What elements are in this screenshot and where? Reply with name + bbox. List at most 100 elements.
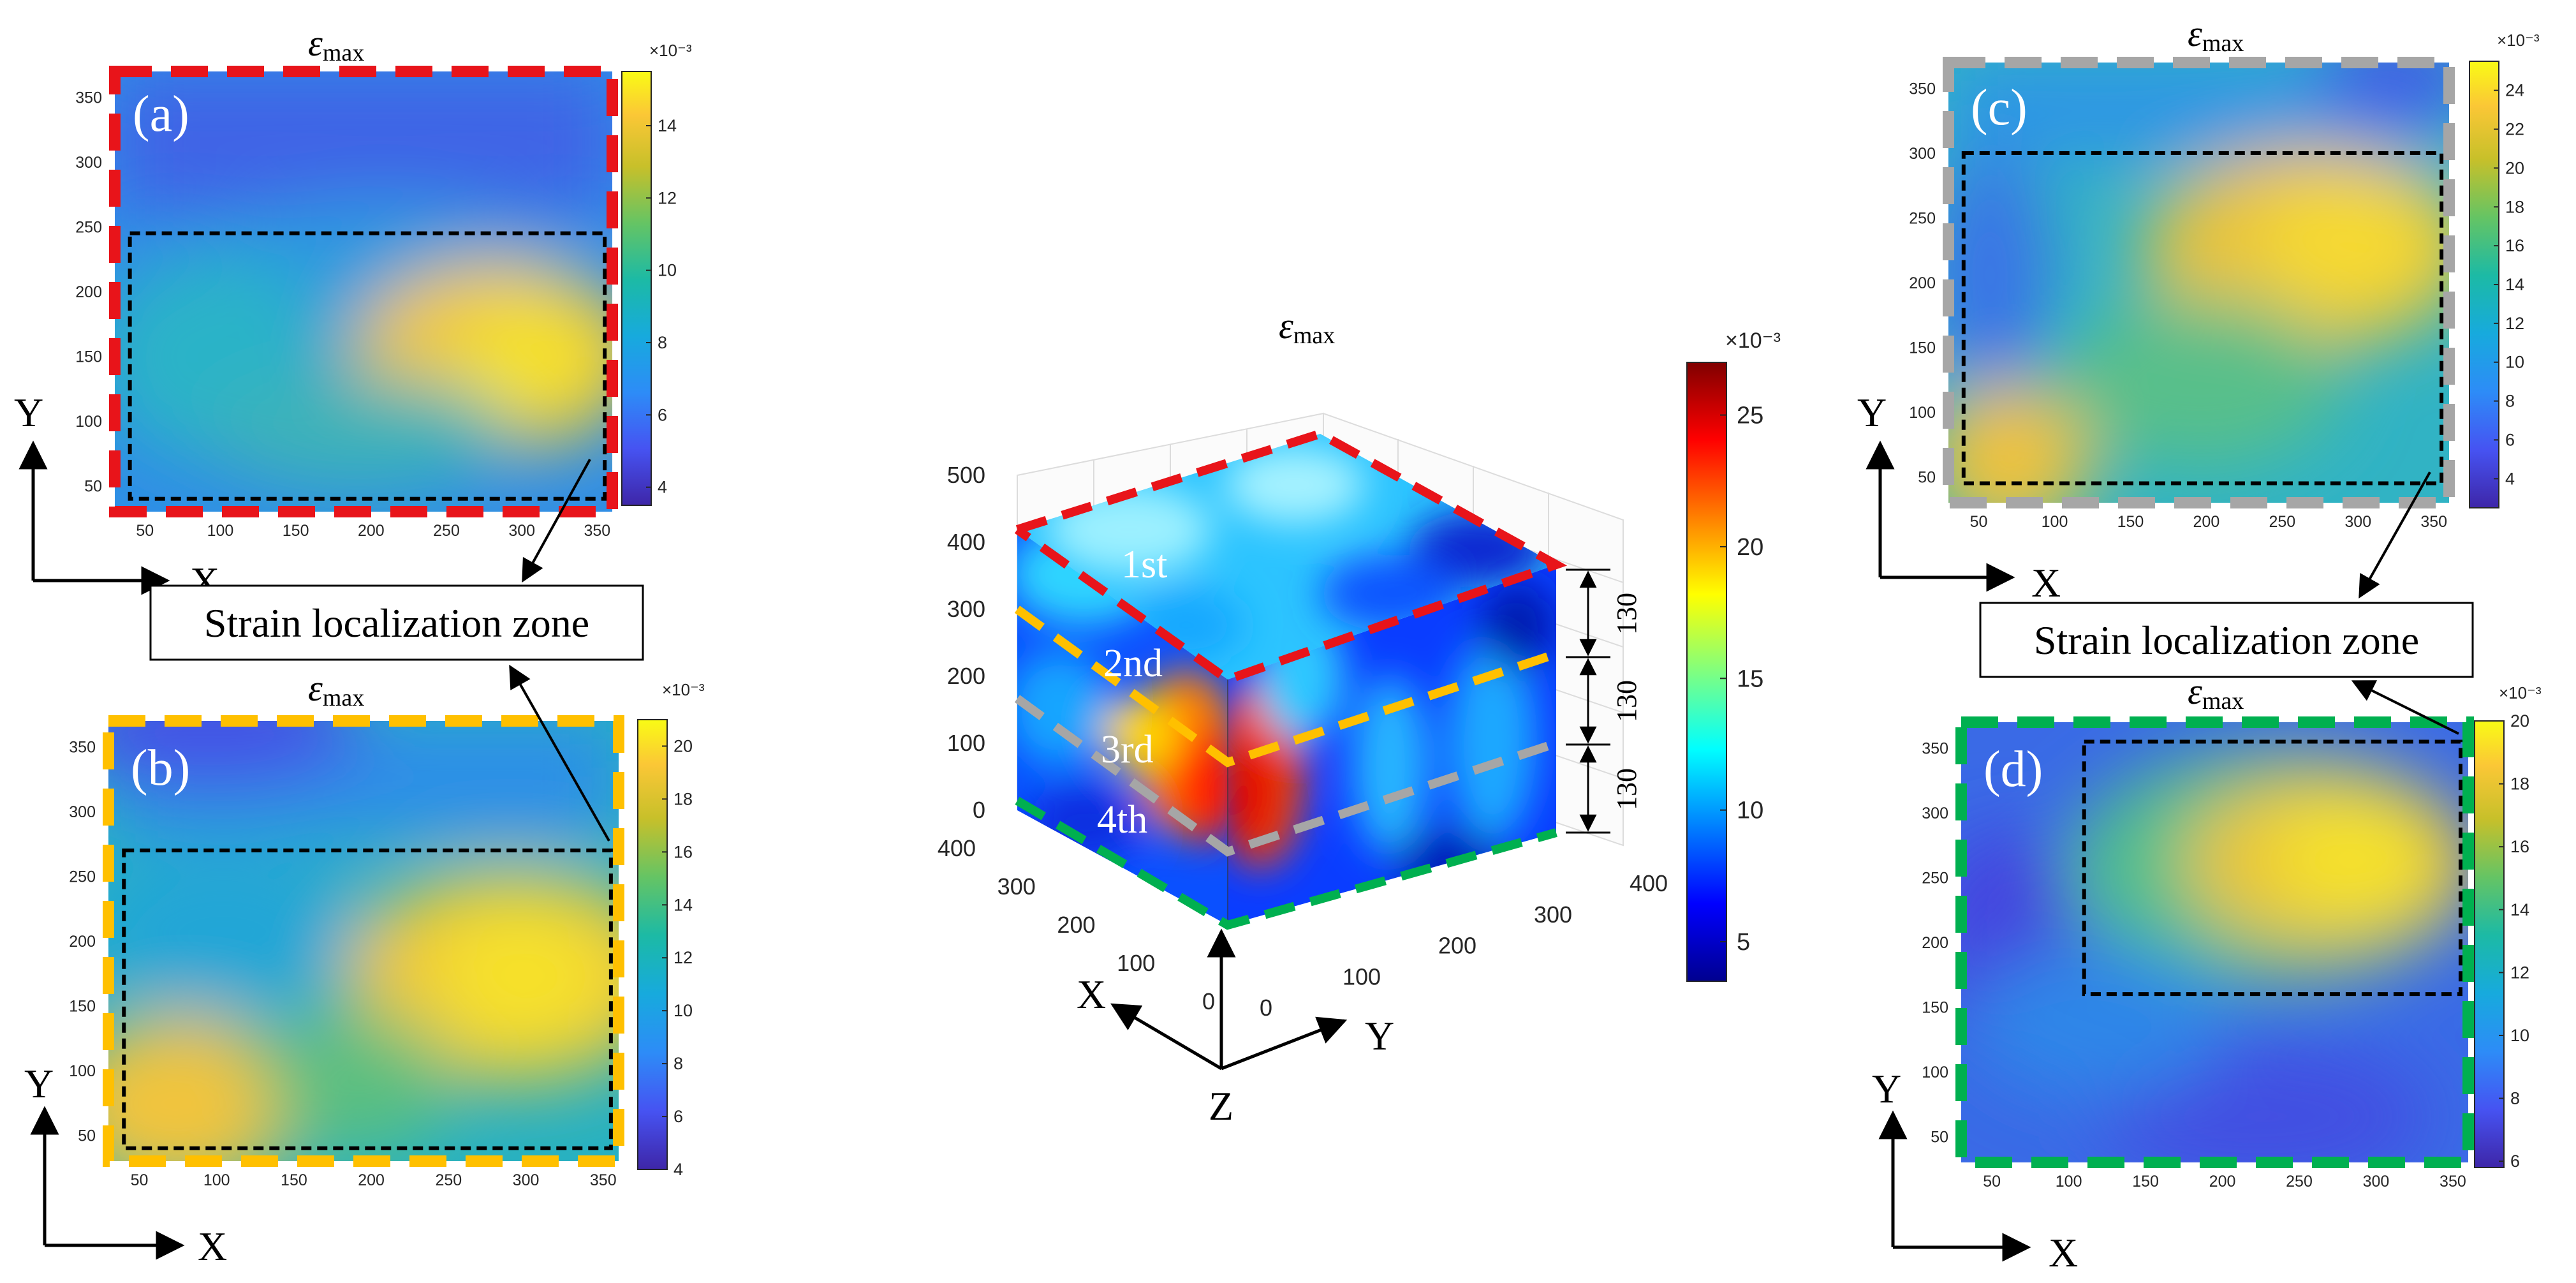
x-tick-label: 200 (358, 1171, 385, 1189)
y-tick-label: 200 (1909, 274, 1936, 292)
zone-label-left: Strain localization zone (204, 600, 589, 646)
panel-b-ylabel: Y (24, 1061, 54, 1106)
y-tick-label: 50 (84, 477, 102, 495)
colorbar-tick-label: 4 (658, 478, 667, 497)
x-tick-label: 250 (2286, 1173, 2313, 1190)
colorbar-tick-label: 12 (2510, 963, 2529, 982)
colorbar-tick-label: 8 (2510, 1089, 2520, 1108)
panel-a-colorbar-ticks: 4 6 8 10 12 14 (646, 116, 677, 497)
panel-3d: 1st 2nd 3rd 4th 130 130 130 010020030040… (938, 305, 1781, 1129)
panel-c: 50 100 150 200 250 300 350 50 100 150 200 250 300 350… (1909, 13, 2540, 531)
x-tick-label: 250 (2269, 513, 2295, 531)
colorbar-tick-label: 20 (2505, 158, 2524, 177)
colorbar-tick-label: 12 (658, 188, 677, 207)
panel-c-xlabel: X (2031, 560, 2061, 605)
panel-d-colorbar (2474, 720, 2505, 1168)
panel-a-label: (a) (133, 86, 189, 142)
panel-d-xlabel: X (2049, 1230, 2078, 1275)
y-tick-label: 50 (1918, 468, 1936, 486)
z-tick-label: 500 (947, 462, 985, 488)
z-tick-label: 300 (947, 596, 985, 622)
panel-3d-title: εmax (1279, 305, 1335, 349)
zone-label-box-right (1979, 602, 2474, 678)
panel-3d-colorbar-ticks: 5 10 15 20 25 (1720, 403, 1763, 956)
y-tick-label: 0 (1260, 995, 1272, 1021)
x-tick-label: 50 (1970, 513, 1988, 531)
y-tick-label: 350 (75, 89, 102, 107)
panel-d-colorbar-multiplier: ×10⁻³ (2499, 683, 2542, 702)
panel-3d-axes-indicator: X Y Z (1077, 928, 1394, 1129)
layer-line-3rd (1014, 695, 1558, 857)
colorbar-tick-label: 4 (673, 1160, 683, 1179)
panel-a-zone-box (128, 231, 607, 501)
zone-callout-left: Strain localization zone (149, 459, 644, 842)
panel-3d-right-face (1228, 565, 1556, 925)
x-tick-label: 300 (997, 873, 1036, 900)
panel-b-colorbar-ticks: 4 6 8 10 12 14 16 18 20 (662, 736, 693, 1179)
colorbar-tick-label: 14 (673, 895, 693, 914)
x-tick-label: 200 (1057, 912, 1095, 938)
y-tick-label: 250 (75, 219, 102, 237)
panel-3d-zlabel: Z (1209, 1083, 1233, 1129)
colorbar-tick-label: 8 (658, 333, 667, 352)
colorbar-tick-label: 14 (2505, 275, 2524, 294)
panel-b-axes-indicator: Y X (24, 1061, 227, 1269)
y-tick-label: 100 (1909, 404, 1936, 422)
z-tick-label: 200 (947, 663, 985, 689)
layer-label-2nd: 2nd (1103, 642, 1163, 685)
panel-a: 50 100 150 200 250 300 350 50 100 150 200 250 300 350… (75, 22, 692, 540)
z-tick-label: 0 (973, 797, 985, 823)
panel-3d-ylabel: Y (1365, 1013, 1394, 1058)
panel-a-colorbar (621, 71, 652, 506)
x-tick-label: 350 (590, 1171, 617, 1189)
colorbar-tick-label: 20 (673, 736, 693, 755)
colorbar-tick-label: 16 (2510, 837, 2529, 856)
panel-c-colorbar-multiplier: ×10⁻³ (2497, 31, 2540, 50)
colorbar-tick-label: 10 (2510, 1026, 2529, 1045)
x-tick-label: 100 (1117, 950, 1155, 976)
panel-a-title: εmax (308, 22, 364, 66)
x-tick-label: 200 (2209, 1173, 2236, 1190)
panel-c-label: (c) (1971, 80, 2028, 136)
panel-3d-colorbar-multiplier: ×10⁻³ (1725, 329, 1781, 353)
x-tick-label: 200 (358, 522, 385, 540)
colorbar-tick-label: 12 (2505, 314, 2524, 333)
panel-c-ticks: 50 100 150 200 250 300 350 50 100 150 200 250 300 350 (1909, 80, 2447, 531)
panel-d-heatmap (1961, 722, 2468, 1162)
panel-d-zone-box (2082, 739, 2462, 997)
panel-a-heatmap (115, 71, 612, 512)
x-tick-label: 50 (136, 522, 154, 540)
panel-a-ticks: 50 100 150 200 250 300 350 50 100 150 200 250 300 350 (75, 89, 610, 540)
x-tick-label: 100 (2042, 513, 2068, 531)
x-tick-label: 150 (283, 522, 309, 540)
colorbar-tick-label: 10 (2505, 353, 2524, 372)
y-tick-label: 300 (1909, 145, 1936, 163)
colorbar-tick-label: 5 (1737, 929, 1750, 956)
panel-b-xlabel: X (198, 1224, 227, 1269)
x-tick-label: 150 (2117, 513, 2144, 531)
panel-b-ticks: 50 100 150 200 250 300 350 50 100 150 200 250 300 350 (69, 739, 616, 1189)
panel-b-colorbar (637, 719, 668, 1170)
colorbar-tick-label: 6 (2505, 430, 2515, 449)
y-tick-label: 300 (1922, 805, 1948, 822)
colorbar-tick-label: 25 (1737, 403, 1763, 429)
panel-a-border (109, 66, 618, 517)
panel-b: 50 100 150 200 250 300 350 50 100 150 200 250 300 350… (69, 667, 705, 1189)
layer-label-3rd: 3rd (1101, 728, 1154, 771)
panel-d-colorbar-ticks: 6 8 10 12 14 16 18 20 (2499, 711, 2529, 1171)
z-tick-label: 400 (947, 529, 985, 555)
x-tick-label: 300 (2363, 1173, 2390, 1190)
colorbar-tick-label: 16 (2505, 236, 2524, 255)
colorbar-tick-label: 18 (673, 789, 693, 808)
y-tick-label: 150 (1909, 339, 1936, 357)
y-tick-label: 100 (69, 1062, 96, 1080)
layer-thickness-2: 130 (1611, 680, 1642, 722)
panel-d: 50 100 150 200 250 300 350 50 100 150 200 250 300 350… (1922, 671, 2542, 1190)
panel-c-axes-indicator: Y X (1857, 390, 2061, 605)
x-tick-label: 350 (584, 522, 611, 540)
x-tick-label: 250 (433, 522, 460, 540)
colorbar-tick-label: 8 (673, 1054, 683, 1073)
panel-c-border (1943, 57, 2455, 508)
y-tick-label: 350 (69, 739, 96, 757)
panel-3d-layer-lines (1014, 429, 1568, 930)
